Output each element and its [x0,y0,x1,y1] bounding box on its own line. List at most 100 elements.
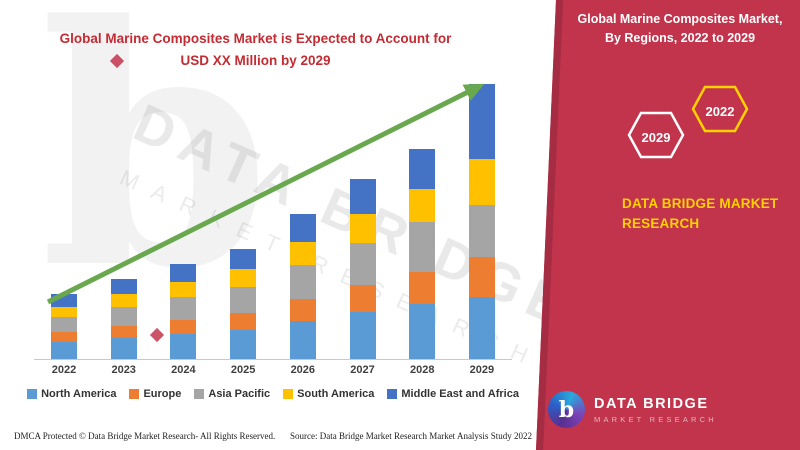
segment [409,149,436,189]
segment [51,294,77,307]
bar-2023 [106,70,142,359]
x-label-2023: 2023 [111,364,136,376]
segment [349,285,376,312]
legend-item: Middle East and Africa [387,388,519,400]
brand-text-line1: DATA BRIDGE MARKET [622,196,779,211]
hexagon-2022: 2022 [690,84,750,139]
hexagon-2022-shape [691,85,749,133]
company-logo: b DATA BRIDGE MARKET RESEARCH [548,391,717,428]
banner-title-line2: By Regions, 2022 to 2029 [604,31,756,46]
footer-source-text: Source: Data Bridge Market Research Mark… [290,431,532,441]
segment [289,214,316,242]
segment [349,243,376,285]
bar-stack-2029 [468,84,495,359]
segment [468,297,495,359]
legend-swatch [27,389,38,399]
segment [110,326,137,338]
legend-swatch [387,389,398,399]
brand-text-line2: RESEARCH [622,215,700,231]
segment [468,84,495,159]
segment [289,299,316,321]
x-label-2027: 2027 [350,364,375,376]
segment [349,179,376,214]
bar-2024 [165,70,201,359]
footer-dmca-text: DMCA Protected © Data Bridge Market Rese… [14,431,276,441]
company-logo-icon: b [548,391,585,428]
bar-stack-2022 [51,294,77,359]
bar-stack-2027 [349,179,376,359]
company-logo-name: DATA BRIDGE [594,395,709,412]
segment [230,269,257,287]
segment [170,297,197,320]
x-label-2025: 2025 [230,364,256,376]
chart-legend: North America Europe Asia Pacific South Ame… [27,388,519,400]
chart-title-line2: USD XX Million by 2029 [180,52,331,68]
segment [289,265,316,299]
bar-2027 [345,70,381,359]
chart-title: Global Marine Composites Market is Expec… [28,28,483,71]
legend-label: Europe [143,388,182,400]
legend-label: Asia Pacific [208,388,271,400]
bar-stack-2025 [230,249,257,359]
segment [51,332,77,342]
banner-title-line1: Global Marine Composites Market, [577,12,783,26]
bar-2022 [46,70,82,359]
legend-item: Asia Pacific [194,388,270,400]
segment [409,222,436,272]
segment [409,189,436,222]
hexagon-2029-label: 2029 [641,130,671,145]
hexagon-2029-shape [627,111,685,159]
bar-stack-2023 [110,279,137,359]
segment [170,320,197,334]
segment [170,264,197,282]
segment [51,317,77,332]
company-logo-text: DATA BRIDGE MARKET RESEARCH [594,396,717,424]
segment [110,307,137,326]
segment [170,334,197,359]
brand-text: DATA BRIDGE MARKET RESEARCH [622,194,797,233]
x-label-2022: 2022 [51,364,77,376]
legend-swatch [129,389,140,399]
bar-stack-2026 [289,214,316,359]
x-label-2028: 2028 [409,364,435,376]
x-label-2024: 2024 [171,364,196,376]
segment [409,304,436,359]
segment [230,330,257,359]
legend-item: Europe [129,388,181,400]
segment [110,294,137,307]
legend-swatch [283,389,294,399]
bar-stack-2028 [409,149,436,359]
hexagon-2029: 2029 [626,110,686,165]
segment [51,342,77,359]
stacked-bar-chart: 2022 2023 2024 2025 2026 2027 2028 2029 North A… [27,70,519,400]
segment [110,338,137,359]
segment [230,313,257,330]
segment [468,257,495,297]
legend-label: North America [41,388,117,400]
legend-item: South America [283,388,374,400]
segment [349,312,376,359]
legend-item: North America [27,388,116,400]
segment [349,214,376,243]
bar-2026 [285,70,321,359]
bar-2028 [404,70,440,359]
segment [468,159,495,205]
plot-area [34,70,512,360]
legend-label: Middle East and Africa [401,388,519,400]
legend-swatch [194,389,205,399]
legend-label: South America [297,388,375,400]
chart-title-line1: Global Marine Composites Market is Expec… [59,31,452,46]
segment [230,287,257,313]
segment [289,242,316,265]
hexagon-2022-label: 2022 [705,104,735,119]
company-logo-tagline: MARKET RESEARCH [594,414,717,424]
bar-2025 [225,70,261,359]
segment [170,282,197,297]
bar-stack-2024 [170,264,197,359]
x-label-2029: 2029 [469,364,495,376]
x-label-2026: 2026 [290,364,316,376]
segment [468,205,495,257]
segment [289,321,316,359]
